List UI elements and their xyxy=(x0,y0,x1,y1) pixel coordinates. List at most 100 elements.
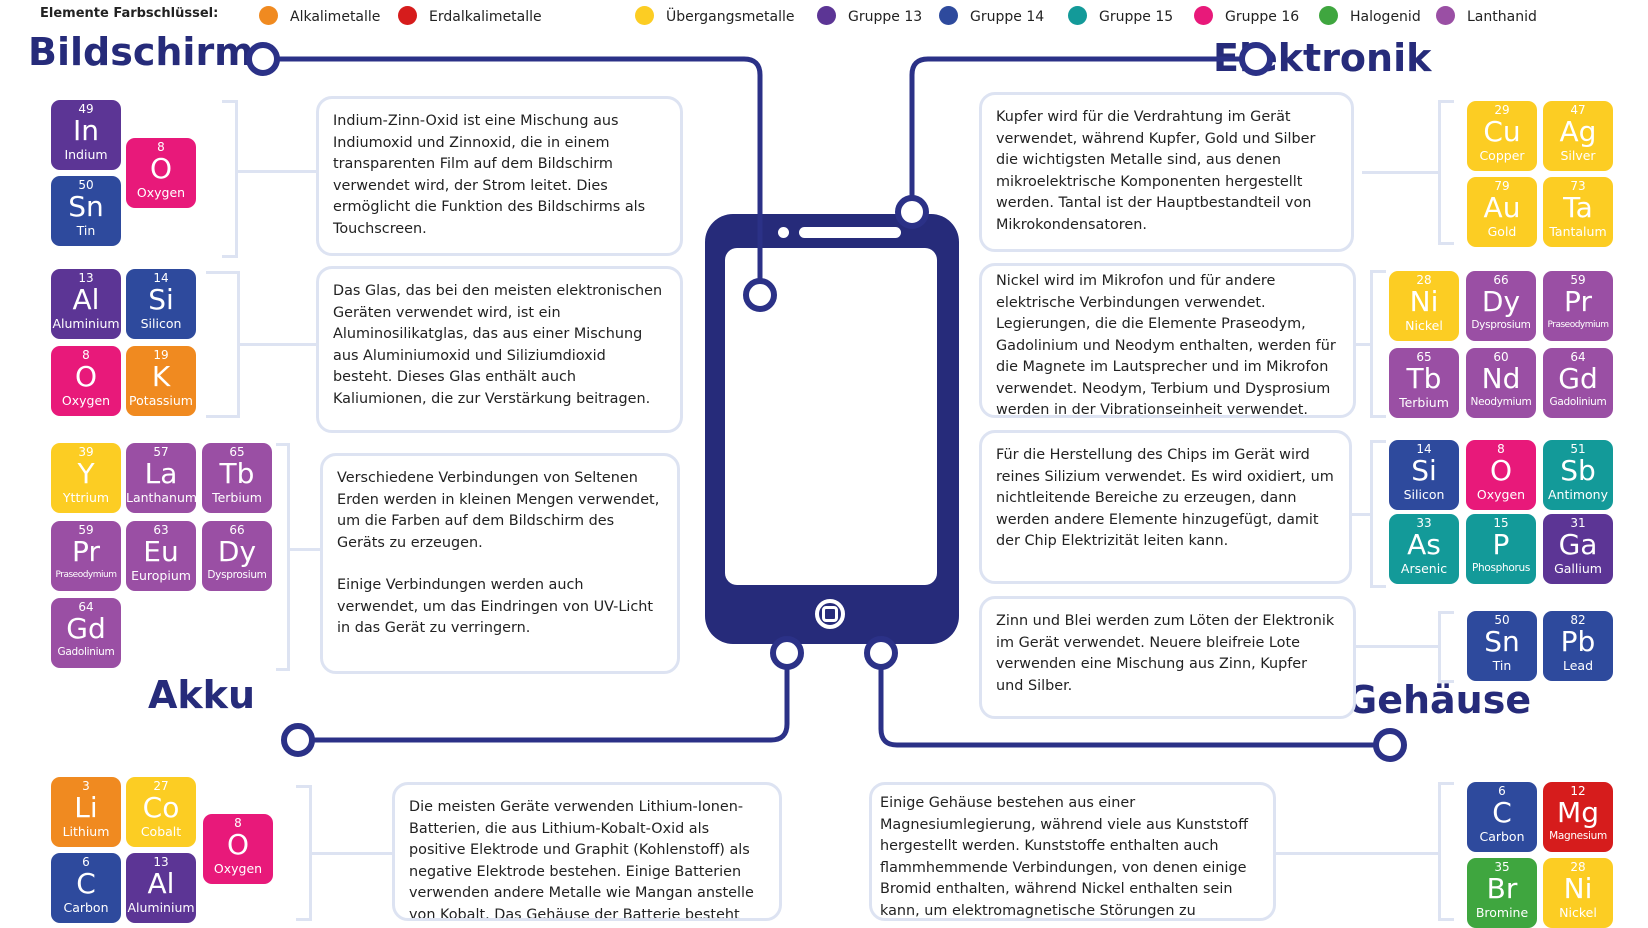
element-number: 50 xyxy=(1494,613,1510,627)
element-symbol: Li xyxy=(74,791,98,824)
element-symbol: As xyxy=(1407,528,1441,561)
legend-swatch xyxy=(939,6,958,25)
legend-title: Elemente Farbschlüssel: xyxy=(40,6,219,21)
phone-speaker xyxy=(799,227,901,238)
info-text: Für die Herstellung des Chips im Gerät w… xyxy=(996,447,1334,549)
element-name: Europium xyxy=(131,568,191,583)
bracket-stem xyxy=(1356,645,1438,648)
element-number: 19 xyxy=(153,348,169,362)
element-number: 47 xyxy=(1570,103,1586,117)
element-number: 6 xyxy=(82,855,90,869)
element-name: Nickel xyxy=(1405,318,1443,333)
element-number: 8 xyxy=(1497,442,1505,456)
element-name: Praseodymium xyxy=(1547,320,1610,330)
element-symbol: Co xyxy=(142,791,180,824)
element-symbol: La xyxy=(144,457,178,490)
element-tile-sn: 50 Sn Tin xyxy=(51,176,121,246)
element-name: Bromine xyxy=(1475,905,1529,920)
bracket-stem xyxy=(240,343,316,346)
info-chip: Für die Herstellung des Chips im Gerät w… xyxy=(979,430,1352,584)
element-tile-cu: 29 Cu Copper xyxy=(1467,101,1537,171)
element-symbol: Ag xyxy=(1559,115,1597,148)
element-name: Arsenic xyxy=(1400,561,1448,576)
bracket-stem xyxy=(1276,852,1438,855)
element-number: 14 xyxy=(153,271,169,285)
info-text: Nickel wird im Mikrofon und für andere e… xyxy=(996,273,1336,418)
element-name: Dysprosium xyxy=(1471,319,1531,331)
element-tile-nd: 60 Nd Neodymium xyxy=(1466,348,1536,418)
element-number: 28 xyxy=(1570,860,1586,874)
element-symbol: Au xyxy=(1483,191,1521,224)
legend-swatch xyxy=(1194,6,1213,25)
connector-akku xyxy=(298,653,790,743)
legend-swatch xyxy=(1436,6,1455,25)
legend-swatch xyxy=(259,6,278,25)
element-tile-al: 13 Al Aluminium xyxy=(51,269,121,339)
element-name: Oxygen xyxy=(61,393,111,408)
legend-label: Übergangsmetalle xyxy=(666,9,795,25)
element-symbol: Pr xyxy=(1564,285,1592,318)
element-symbol: O xyxy=(226,828,250,861)
element-symbol: Gd xyxy=(1558,362,1598,395)
legend-swatch xyxy=(398,6,417,25)
element-name: Silver xyxy=(1560,148,1596,163)
element-name: Antimony xyxy=(1548,487,1608,502)
element-symbol: Al xyxy=(72,283,100,316)
info-casing: Einige Gehäuse bestehen aus einer Magnes… xyxy=(869,782,1276,921)
element-symbol: Y xyxy=(77,457,95,490)
phone-home-button xyxy=(815,599,845,629)
element-tile-o: 8 O Oxygen xyxy=(126,138,196,208)
element-name: Silicon xyxy=(1403,487,1445,502)
legend-label: Gruppe 16 xyxy=(1225,9,1300,25)
element-symbol: Dy xyxy=(1481,285,1521,318)
element-name: Gadolinium xyxy=(57,646,115,658)
element-name: Dysprosium xyxy=(207,569,267,581)
info-ito: Indium-Zinn-Oxid ist eine Mischung aus I… xyxy=(316,96,683,256)
element-name: Oxygen xyxy=(1476,487,1526,502)
element-symbol: Ni xyxy=(1563,872,1593,905)
element-tile-dy: 66 Dy Dysprosium xyxy=(1466,271,1536,341)
element-tile-o: 8 O Oxygen xyxy=(1466,440,1536,510)
element-tile-pr: 59 Pr Praseodymium xyxy=(1543,271,1613,341)
element-name: Oxygen xyxy=(136,185,186,200)
element-symbol: P xyxy=(1492,528,1510,561)
section-title-bildschirm: Bildschirm xyxy=(28,30,254,74)
section-title-akku: Akku xyxy=(148,673,256,717)
element-name: Praseodymium xyxy=(55,570,118,580)
element-tile-ni: 28 Ni Nickel xyxy=(1389,271,1459,341)
bracket-stem xyxy=(290,548,320,551)
bracket xyxy=(1438,100,1454,245)
info-text: Das Glas, das bei den meisten elektronis… xyxy=(333,283,663,407)
element-number: 29 xyxy=(1494,103,1510,117)
element-symbol: Dy xyxy=(217,535,257,568)
bracket-stem xyxy=(238,170,316,173)
element-symbol: O xyxy=(74,360,98,393)
element-symbol: C xyxy=(76,867,96,900)
legend-label: Gruppe 13 xyxy=(848,9,923,25)
section-title-gehaeuse: Gehäuse xyxy=(1346,678,1532,722)
element-symbol: Br xyxy=(1486,872,1518,905)
element-name: Cobalt xyxy=(140,824,182,839)
connector-node xyxy=(281,723,315,757)
element-tile-tb: 65 Tb Terbium xyxy=(1389,348,1459,418)
element-tile-ni: 28 Ni Nickel xyxy=(1543,858,1613,928)
element-tile-y: 39 Y Yttrium xyxy=(51,443,121,513)
info-solder: Zinn und Blei werden zum Löten der Elekt… xyxy=(979,596,1356,719)
element-number: 82 xyxy=(1570,613,1586,627)
element-number: 33 xyxy=(1416,516,1432,530)
element-name: Terbium xyxy=(212,490,262,505)
info-glass: Das Glas, das bei den meisten elektronis… xyxy=(316,266,683,433)
element-symbol: O xyxy=(149,152,173,185)
element-tile-o: 8 O Oxygen xyxy=(51,346,121,416)
bracket xyxy=(206,271,240,418)
element-number: 51 xyxy=(1570,442,1586,456)
legend-label: Alkalimetalle xyxy=(290,9,381,25)
connector-node xyxy=(246,42,280,76)
element-name: Lanthanum xyxy=(126,490,196,505)
element-symbol: Si xyxy=(148,283,174,316)
element-name: Silicon xyxy=(140,316,182,331)
element-symbol: Cu xyxy=(1483,115,1521,148)
element-number: 13 xyxy=(153,855,169,869)
info-text: Einige Gehäuse bestehen aus einer Magnes… xyxy=(880,795,1249,919)
element-number: 79 xyxy=(1494,179,1510,193)
